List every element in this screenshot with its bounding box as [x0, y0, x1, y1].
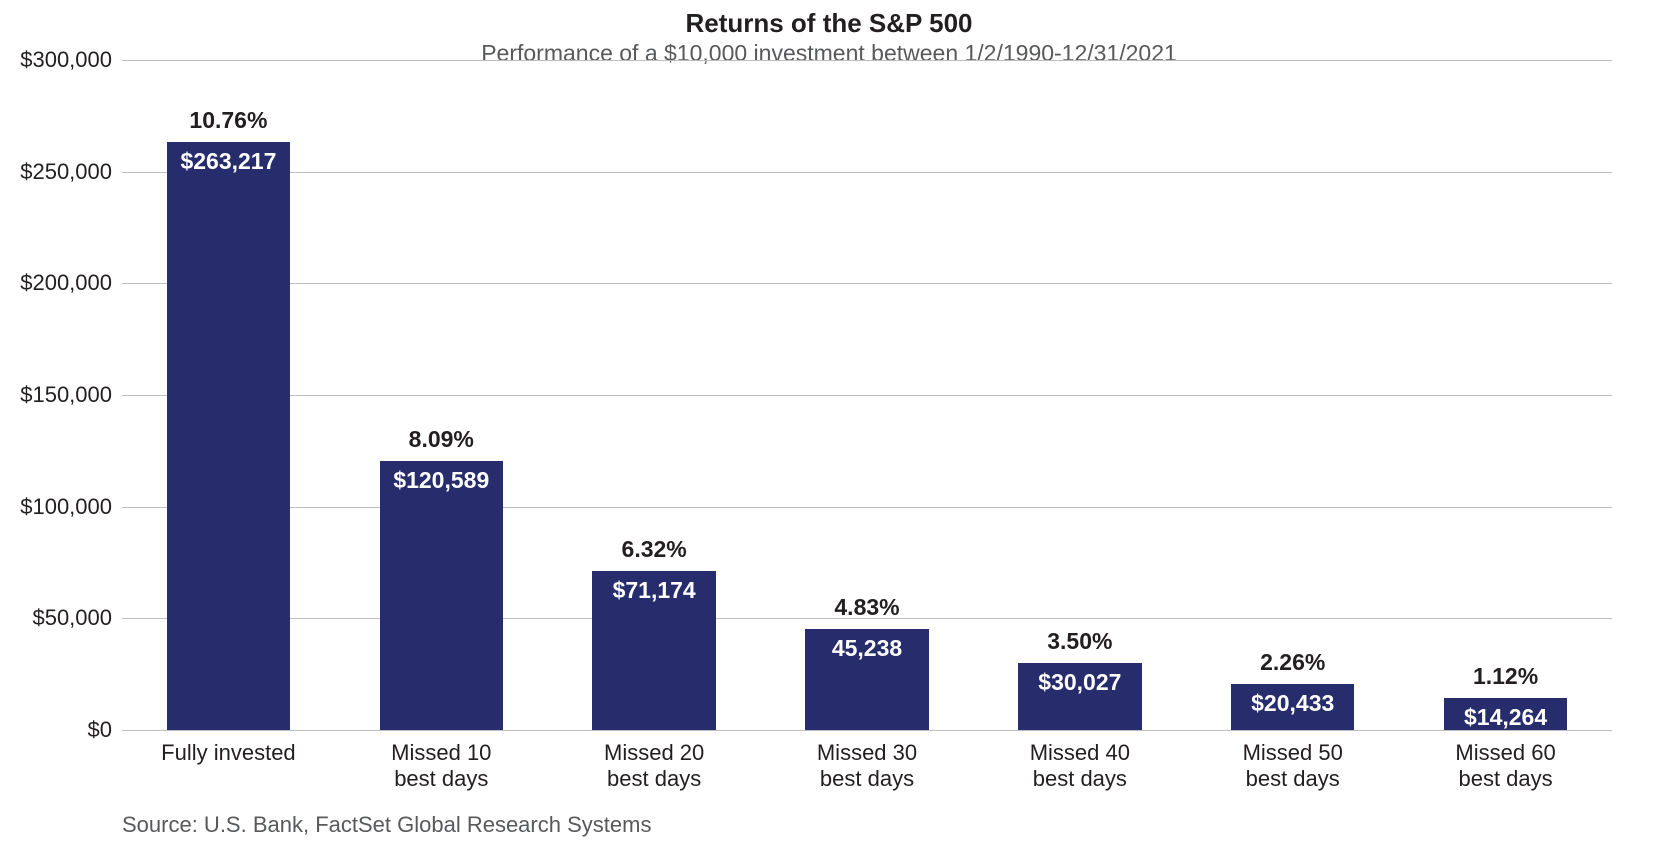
gridline: [122, 60, 1612, 61]
gridline: [122, 730, 1612, 731]
y-axis-tick-label: $0: [88, 717, 112, 743]
y-axis-tick-label: $300,000: [20, 47, 112, 73]
gridline: [122, 395, 1612, 396]
bar-value-label: $14,264: [1464, 704, 1547, 731]
x-axis-category-label: Missed 30 best days: [817, 740, 917, 793]
bar-percent-label: 8.09%: [409, 426, 474, 453]
bar-value-label: 45,238: [832, 635, 902, 662]
bar-percent-label: 4.83%: [834, 594, 899, 621]
bar-percent-label: 6.32%: [622, 536, 687, 563]
chart-title: Returns of the S&P 500: [0, 8, 1658, 39]
bar-percent-label: 2.26%: [1260, 649, 1325, 676]
bar: [167, 142, 290, 730]
bar: [380, 461, 503, 730]
bar-percent-label: 3.50%: [1047, 628, 1112, 655]
y-axis-tick-label: $100,000: [20, 494, 112, 520]
x-axis-category-label: Missed 40 best days: [1030, 740, 1130, 793]
gridline: [122, 283, 1612, 284]
x-axis-category-label: Missed 50 best days: [1243, 740, 1343, 793]
bar-value-label: $30,027: [1038, 669, 1121, 696]
chart-source: Source: U.S. Bank, FactSet Global Resear…: [122, 812, 651, 838]
y-axis-tick-label: $200,000: [20, 270, 112, 296]
bar-percent-label: 10.76%: [189, 107, 267, 134]
y-axis-tick-label: $150,000: [20, 382, 112, 408]
plot-area: $0$50,000$100,000$150,000$200,000$250,00…: [122, 60, 1612, 730]
x-axis-category-label: Fully invested: [161, 740, 296, 766]
bar-value-label: $20,433: [1251, 690, 1334, 717]
bar-value-label: $120,589: [393, 467, 489, 494]
gridline: [122, 507, 1612, 508]
sp500-returns-chart: Returns of the S&P 500 Performance of a …: [0, 0, 1658, 864]
bar-value-label: $263,217: [180, 148, 276, 175]
x-axis-category-label: Missed 10 best days: [391, 740, 491, 793]
bar-percent-label: 1.12%: [1473, 663, 1538, 690]
gridline: [122, 172, 1612, 173]
y-axis-tick-label: $250,000: [20, 159, 112, 185]
x-axis-category-label: Missed 20 best days: [604, 740, 704, 793]
bar-value-label: $71,174: [613, 577, 696, 604]
x-axis-category-label: Missed 60 best days: [1455, 740, 1555, 793]
y-axis-tick-label: $50,000: [32, 605, 112, 631]
